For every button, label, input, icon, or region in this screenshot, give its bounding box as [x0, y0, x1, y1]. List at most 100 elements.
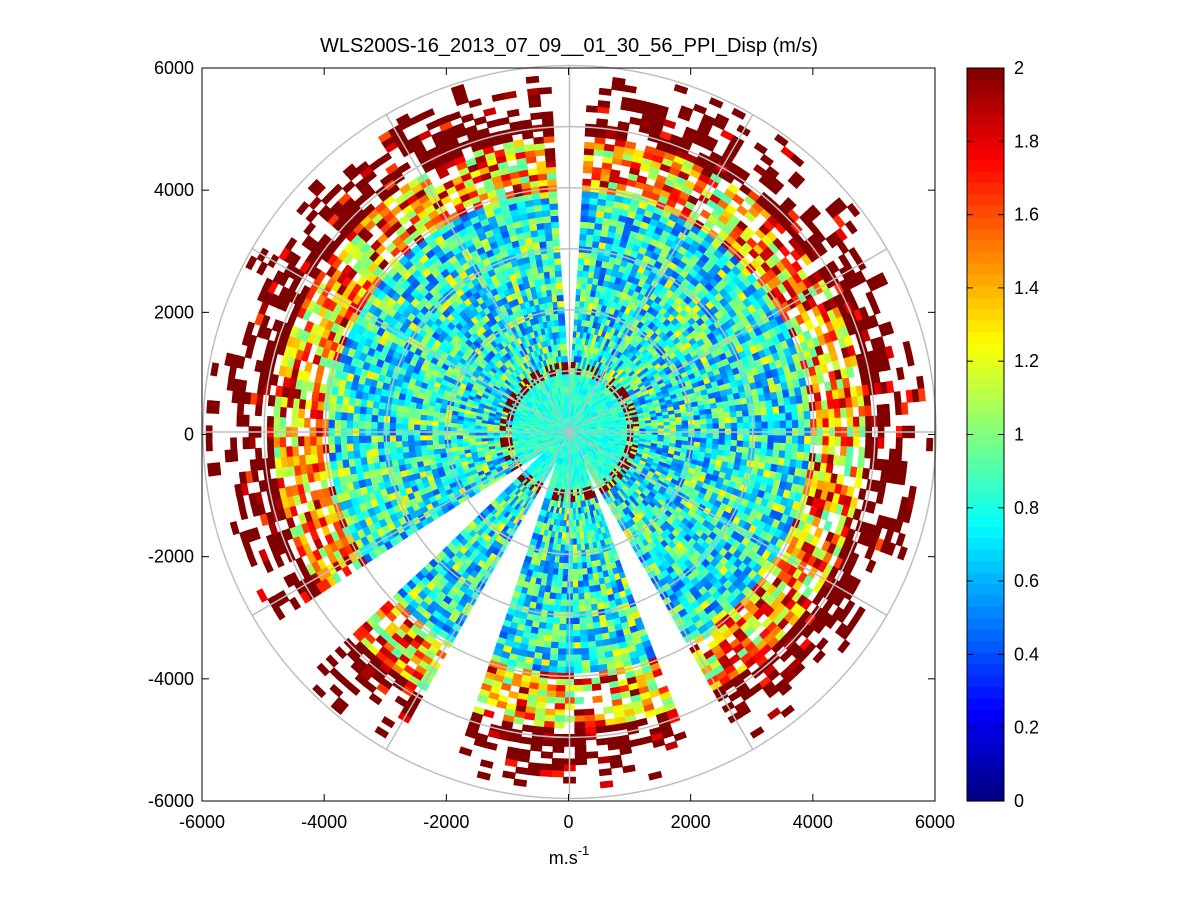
data-cell-2192 — [828, 417, 836, 428]
data-cell-4380 — [556, 678, 566, 686]
data-cell-196 — [612, 151, 624, 160]
data-cell-2285 — [761, 435, 769, 443]
data-cell-4383 — [554, 697, 566, 705]
data-cell-151 — [611, 77, 626, 86]
data-cell-2136 — [797, 411, 805, 421]
plot-area: -6000 -4000 -2000 0 2000 4000 6000 60004000200… — [148, 58, 955, 832]
data-cell-42 — [583, 160, 594, 168]
data-cell-2094 — [863, 394, 872, 407]
data-cell-562 — [682, 158, 696, 170]
data-cell-4278 — [573, 684, 584, 692]
data-cell-4285 — [574, 739, 587, 747]
data-cell-145 — [602, 155, 614, 164]
data-cell-611 — [678, 190, 691, 201]
data-cell-667 — [698, 173, 711, 184]
data-cell-2304 — [895, 437, 903, 450]
data-cell-178 — [594, 265, 602, 274]
data-cell-767 — [699, 209, 712, 220]
data-cell-969 — [743, 210, 757, 223]
data-cell-4231 — [582, 684, 593, 692]
data-cell-4272 — [573, 642, 582, 650]
data-cell-824 — [753, 142, 768, 155]
data-cell-662 — [681, 205, 693, 217]
data-cell-26 — [577, 263, 585, 272]
data-cell-32 — [579, 227, 588, 235]
data-cell-771 — [721, 172, 735, 184]
data-cell-4477 — [545, 622, 554, 631]
data-cell-90 — [591, 173, 602, 181]
data-cell-915 — [721, 224, 734, 236]
data-cell-2095 — [893, 391, 902, 404]
data-cell-817 — [713, 203, 726, 215]
data-cell-866 — [718, 214, 730, 226]
data-cell-43 — [583, 154, 595, 162]
data-cell-4182 — [591, 683, 602, 691]
data-cell-668 — [700, 167, 714, 179]
data-cell-764 — [687, 230, 698, 241]
data-cell-398 — [643, 183, 655, 193]
data-cell-45 — [583, 141, 595, 150]
data-cell-672 — [720, 129, 735, 142]
data-cell-2287 — [773, 435, 781, 444]
data-cell-673 — [731, 107, 747, 120]
data-cell-98 — [597, 106, 610, 114]
data-cell-195 — [611, 157, 623, 166]
data-cell-238 — [608, 224, 618, 233]
data-cell-85 — [588, 203, 598, 211]
data-cell-4372 — [558, 629, 567, 637]
data-cell-337 — [620, 234, 630, 243]
data-cell-2339 — [773, 442, 781, 451]
data-cell-819 — [720, 193, 733, 205]
data-cell-250 — [624, 140, 637, 150]
data-cell-2336 — [754, 441, 762, 449]
data-cell-141 — [599, 180, 610, 189]
data-cell-133 — [593, 228, 602, 237]
data-cell-282 — [608, 256, 617, 265]
data-cell-336 — [619, 239, 628, 249]
data-cell-2288 — [779, 435, 787, 444]
data-cell-2185 — [785, 420, 793, 429]
data-cell-338 — [622, 228, 632, 237]
data-cell-79 — [585, 240, 594, 248]
data-cell-561 — [680, 164, 693, 175]
data-cell-2291 — [797, 435, 805, 445]
data-cell-245 — [616, 182, 627, 192]
data-cell-95 — [594, 130, 607, 139]
data-cell-2346 — [827, 445, 836, 456]
data-cell-2134 — [785, 412, 793, 421]
data-cell-147 — [603, 143, 616, 152]
data-cell-4497 — [530, 743, 543, 752]
data-cell-2177 — [736, 422, 744, 430]
data-cell-4392 — [551, 764, 565, 772]
data-cell-763 — [684, 235, 695, 246]
data-cell-246 — [617, 176, 629, 186]
data-cell-509 — [675, 149, 688, 160]
data-cell-869 — [732, 193, 745, 206]
data-cell-4282 — [574, 721, 586, 729]
data-cell-506 — [668, 166, 681, 177]
data-cell-144 — [601, 161, 613, 170]
data-cell-2337 — [760, 441, 769, 450]
data-cell-4227 — [580, 653, 590, 662]
data-cell-922 — [762, 170, 776, 184]
data-cell-184 — [600, 229, 609, 238]
data-cell-48 — [585, 105, 599, 113]
data-cell-809 — [687, 244, 698, 255]
data-cell-33 — [579, 221, 589, 229]
data-cell-4189 — [598, 768, 612, 777]
data-cell-37 — [581, 196, 591, 205]
data-cell-2194 — [846, 416, 854, 428]
data-cell-240 — [610, 212, 620, 221]
data-cell-25 — [576, 270, 585, 278]
data-cell-912 — [710, 238, 722, 250]
data-cell-189 — [605, 199, 615, 208]
data-cell-190 — [605, 193, 616, 202]
data-cell-821 — [727, 183, 740, 195]
data-cell-616 — [694, 157, 708, 169]
data-cell-4187 — [596, 737, 609, 746]
data-cell-439 — [629, 249, 639, 259]
data-cell-251 — [629, 116, 642, 126]
data-cell-4384 — [554, 703, 566, 711]
data-cell-83 — [587, 215, 597, 224]
